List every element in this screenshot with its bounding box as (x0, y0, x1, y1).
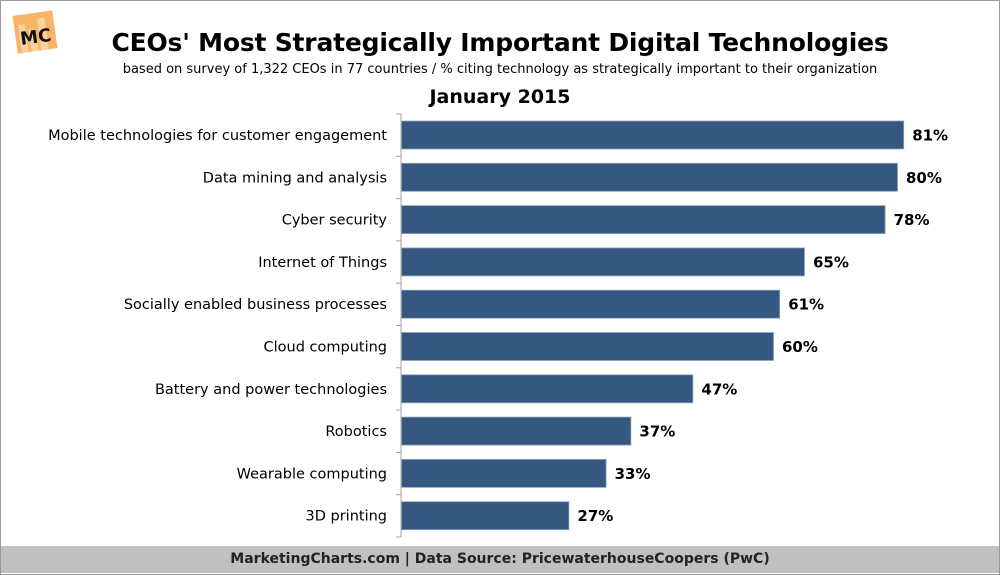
bar (401, 332, 774, 361)
bar (401, 289, 781, 319)
data-label: 80% (906, 169, 942, 187)
category-label: Wearable computing (237, 466, 387, 482)
data-label: 47% (701, 380, 737, 398)
chart-subtitle: based on survey of 1,322 CEOs in 77 coun… (122, 62, 878, 77)
chart-period: January 2015 (429, 86, 571, 108)
chart-title: CEOs' Most Strategically Important Digit… (111, 28, 889, 57)
source-footer: MarketingCharts.com | Data Source: Price… (1, 546, 999, 573)
category-label: Cyber security (282, 213, 388, 229)
logo-bar (37, 17, 49, 51)
data-label: 27% (577, 507, 613, 525)
data-label: 65% (813, 253, 849, 271)
category-label: Data mining and analysis (203, 170, 387, 186)
logo-text: MC (19, 25, 53, 50)
category-label: 3D printing (306, 509, 388, 525)
marketingcharts-logo: MC (12, 10, 58, 54)
category-label: Robotics (325, 424, 387, 440)
logo-bar (17, 24, 29, 54)
bar (401, 162, 898, 192)
bar (401, 501, 570, 531)
category-label: Battery and power technologies (155, 382, 387, 398)
bars-group: Mobile technologies for customer engagem… (48, 120, 948, 531)
data-label: 33% (615, 465, 651, 483)
data-label: 37% (639, 423, 675, 441)
data-label: 60% (782, 338, 818, 356)
category-label: Mobile technologies for customer engagem… (48, 128, 387, 144)
category-label: Internet of Things (258, 255, 387, 271)
bar (401, 416, 632, 446)
bar (401, 374, 694, 404)
data-label: 81% (912, 127, 948, 145)
bar (401, 205, 886, 235)
bar (401, 120, 905, 150)
data-label: 61% (788, 296, 824, 314)
logo-bar (28, 28, 39, 52)
category-label: Socially enabled business processes (124, 297, 387, 313)
bar-chart: Mobile technologies for customer engagem… (48, 113, 948, 538)
y-axis (396, 113, 402, 538)
bar (401, 247, 805, 277)
category-label: Cloud computing (264, 340, 388, 356)
data-label: 78% (894, 211, 930, 229)
bar (401, 458, 607, 488)
